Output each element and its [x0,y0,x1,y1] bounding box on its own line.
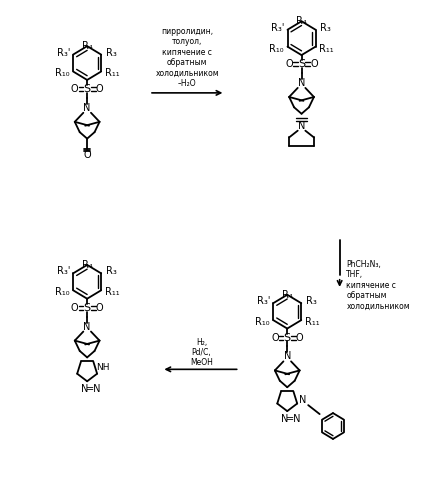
Text: O: O [71,84,78,94]
Text: H₂,
Pd/C,
MeOH: H₂, Pd/C, MeOH [190,338,213,368]
Text: N: N [299,395,306,405]
Text: R₃': R₃' [257,296,270,306]
Text: O: O [285,59,293,69]
Text: R₃: R₃ [106,48,116,58]
Text: N: N [84,322,91,332]
Text: S: S [298,59,305,69]
Text: R₁₁: R₁₁ [319,44,334,54]
Text: R₄: R₄ [82,260,92,270]
Text: R₁₀: R₁₀ [255,317,270,327]
Text: PhCH₂N₃,
THF,
кипячение с
обратным
холодильником: PhCH₂N₃, THF, кипячение с обратным холод… [346,260,410,310]
Text: R₁₀: R₁₀ [55,288,70,298]
Text: =N: =N [86,384,102,394]
Text: N: N [298,120,305,130]
Text: R₁₀: R₁₀ [269,44,284,54]
Text: N: N [84,103,91,113]
Text: R₃: R₃ [320,22,331,32]
Text: N: N [281,414,288,424]
Text: O: O [296,332,303,342]
Text: R₁₀: R₁₀ [55,68,70,78]
Text: O: O [83,150,91,160]
Text: R₃: R₃ [306,296,316,306]
Text: пирролидин,
толуол,
кипячение с
обратным
холодильником
–H₂O: пирролидин, толуол, кипячение с обратным… [155,27,219,88]
Text: O: O [271,332,279,342]
Text: R₃': R₃' [271,22,284,32]
Text: N: N [298,78,305,88]
Text: R₄: R₄ [296,16,307,26]
Text: R₃: R₃ [106,266,116,276]
Text: R₁₁: R₁₁ [305,317,319,327]
Text: R₄: R₄ [82,41,92,51]
Text: R₃': R₃' [57,266,70,276]
Text: R₃': R₃' [57,48,70,58]
Text: N: N [81,384,88,394]
Text: R₄: R₄ [282,290,292,300]
Text: NH: NH [96,363,109,372]
Text: R₁₁: R₁₁ [105,68,119,78]
Text: S: S [84,302,91,312]
Text: O: O [71,302,78,312]
Text: O: O [96,84,103,94]
Text: O: O [310,59,318,69]
Text: N: N [284,352,291,362]
Text: O: O [96,302,103,312]
Text: R₁₁: R₁₁ [105,288,119,298]
Text: =N: =N [286,414,302,424]
Text: S: S [284,332,291,342]
Text: S: S [84,84,91,94]
